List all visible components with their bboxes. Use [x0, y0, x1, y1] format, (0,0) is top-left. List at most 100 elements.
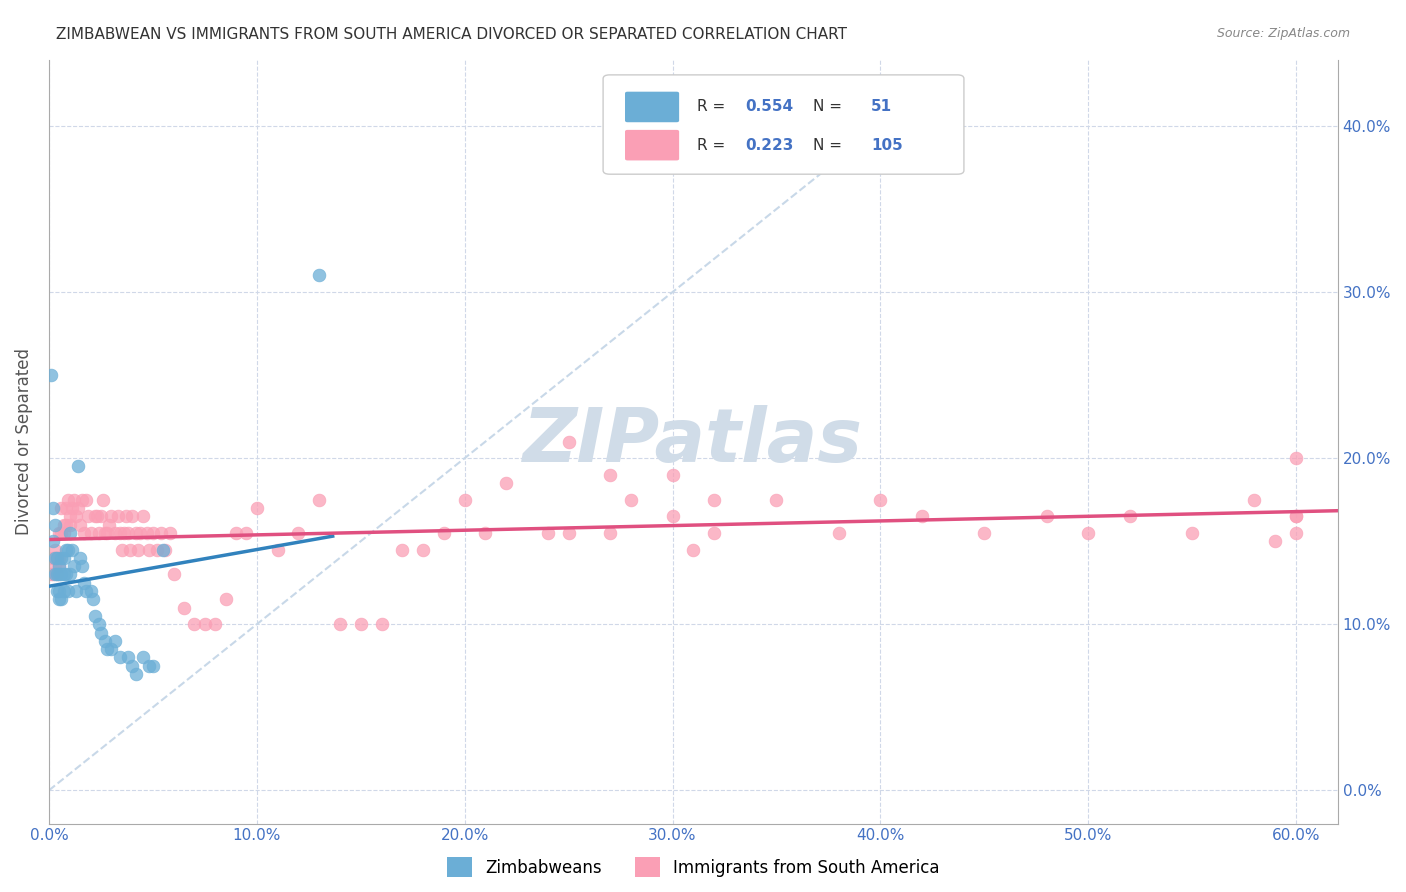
- Point: [51, 500, 73, 515]
- Point: [1285, 525, 1308, 540]
- Text: R =: R =: [697, 137, 730, 153]
- Point: [1077, 525, 1099, 540]
- Point: [142, 525, 165, 540]
- Point: [1181, 525, 1204, 540]
- Point: [48, 559, 70, 574]
- FancyBboxPatch shape: [603, 75, 965, 174]
- Point: [495, 476, 517, 491]
- Point: [42, 500, 65, 515]
- Point: [96, 525, 118, 540]
- Point: [52, 567, 75, 582]
- Point: [48, 567, 70, 582]
- Point: [973, 525, 995, 540]
- Point: [1285, 509, 1308, 524]
- Point: [127, 542, 149, 557]
- Point: [51, 525, 73, 540]
- Point: [125, 667, 148, 681]
- Point: [60, 542, 83, 557]
- Point: [42, 534, 65, 549]
- Point: [77, 509, 100, 524]
- Point: [125, 525, 148, 540]
- FancyBboxPatch shape: [626, 92, 679, 122]
- Point: [599, 467, 621, 482]
- Point: [91, 492, 114, 507]
- Point: [599, 525, 621, 540]
- Point: [108, 525, 131, 540]
- Point: [90, 509, 112, 524]
- Point: [65, 509, 87, 524]
- Point: [329, 617, 352, 632]
- Text: ZIMBABWEAN VS IMMIGRANTS FROM SOUTH AMERICA DIVORCED OR SEPARATED CORRELATION CH: ZIMBABWEAN VS IMMIGRANTS FROM SOUTH AMER…: [56, 27, 848, 42]
- Point: [39, 368, 62, 383]
- Point: [42, 567, 65, 582]
- Point: [557, 434, 579, 449]
- Point: [69, 517, 91, 532]
- Point: [94, 633, 117, 648]
- Point: [194, 617, 217, 632]
- Point: [73, 575, 96, 590]
- Point: [308, 268, 330, 283]
- Point: [63, 559, 86, 574]
- Point: [620, 492, 643, 507]
- Point: [56, 542, 79, 557]
- Point: [79, 584, 101, 599]
- Point: [46, 584, 69, 599]
- Point: [1285, 509, 1308, 524]
- Point: [703, 525, 725, 540]
- Point: [67, 459, 90, 474]
- Point: [412, 542, 434, 557]
- Point: [46, 550, 69, 565]
- Point: [46, 567, 69, 582]
- Y-axis label: Divorced or Separated: Divorced or Separated: [15, 348, 32, 535]
- Point: [350, 617, 373, 632]
- Point: [682, 542, 704, 557]
- Point: [60, 500, 83, 515]
- Point: [1285, 451, 1308, 466]
- Point: [96, 642, 118, 657]
- Point: [87, 617, 110, 632]
- Point: [214, 592, 236, 607]
- Point: [159, 525, 181, 540]
- Text: ZIPatlas: ZIPatlas: [523, 405, 863, 478]
- Point: [142, 658, 165, 673]
- Point: [70, 492, 93, 507]
- Point: [204, 617, 226, 632]
- Point: [453, 492, 475, 507]
- Point: [557, 525, 579, 540]
- Point: [138, 542, 160, 557]
- Point: [474, 525, 496, 540]
- Point: [152, 542, 174, 557]
- Point: [225, 525, 247, 540]
- Point: [48, 592, 70, 607]
- Point: [100, 642, 122, 657]
- Point: [112, 525, 135, 540]
- Point: [287, 525, 309, 540]
- Point: [131, 509, 153, 524]
- Point: [246, 500, 269, 515]
- Point: [52, 550, 75, 565]
- Point: [51, 592, 73, 607]
- Point: [370, 617, 392, 632]
- Point: [63, 492, 86, 507]
- Point: [55, 500, 77, 515]
- Point: [90, 625, 112, 640]
- Point: [98, 517, 121, 532]
- Point: [70, 559, 93, 574]
- Point: [117, 650, 139, 665]
- Point: [703, 492, 725, 507]
- Point: [155, 542, 177, 557]
- Point: [46, 567, 69, 582]
- Point: [104, 525, 127, 540]
- Point: [82, 592, 104, 607]
- Point: [111, 542, 134, 557]
- Point: [83, 609, 105, 624]
- Point: [52, 525, 75, 540]
- Point: [163, 567, 186, 582]
- Point: [129, 525, 152, 540]
- Point: [138, 658, 160, 673]
- Point: [104, 633, 127, 648]
- Point: [183, 617, 205, 632]
- Point: [121, 658, 143, 673]
- Point: [911, 509, 934, 524]
- FancyBboxPatch shape: [626, 130, 679, 161]
